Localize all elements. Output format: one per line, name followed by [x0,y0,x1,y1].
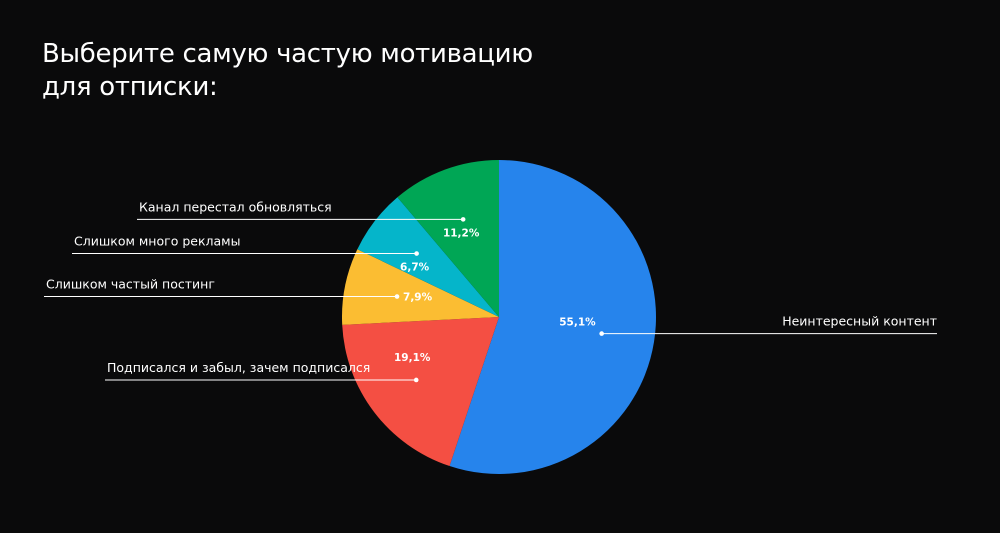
leader-dot-4 [414,251,419,256]
chart-title-line-2: для отписки: [42,72,218,102]
pie-leader-lines [44,217,937,383]
leader-dot-2 [413,377,419,383]
leader-dot-3 [394,294,400,299]
value-label-2: 19,1% [394,352,431,364]
pie-slice-5 [397,160,499,317]
pie-slice-4 [357,197,499,317]
pie-slice-3 [342,249,499,325]
pie-labels: 55,1% Неинтересный контент 19,1% Подписался… [46,199,937,375]
value-label-4: 6,7% [400,262,430,274]
category-label-слишком-частый-постинг: Слишком частый постинг [46,277,215,292]
category-label-подписался-и-забыл-зачем-подписался: Подписался и забыл, зачем подписался [107,360,370,375]
value-label-1: 55,1% [559,317,596,329]
chart-title: Выберите самую частую мотивацию для отпи… [42,38,562,104]
pie-slice-1 [449,160,656,474]
leader-dot-1 [599,331,604,336]
category-label-неинтересный-контент: Неинтересный контент [782,314,937,329]
leader-dot-5 [460,217,466,222]
pie-slice-2 [342,317,499,467]
pie-slices [342,160,656,474]
value-label-5: 11,2% [443,227,480,239]
category-label-слишком-много-рекламы: Слишком много рекламы [74,234,240,249]
chart-title-line-1: Выберите самую частую мотивацию [42,39,533,69]
value-label-3: 7,9% [403,292,433,304]
category-label-канал-перестал-обновляться: Канал перестал обновляться [139,199,332,214]
